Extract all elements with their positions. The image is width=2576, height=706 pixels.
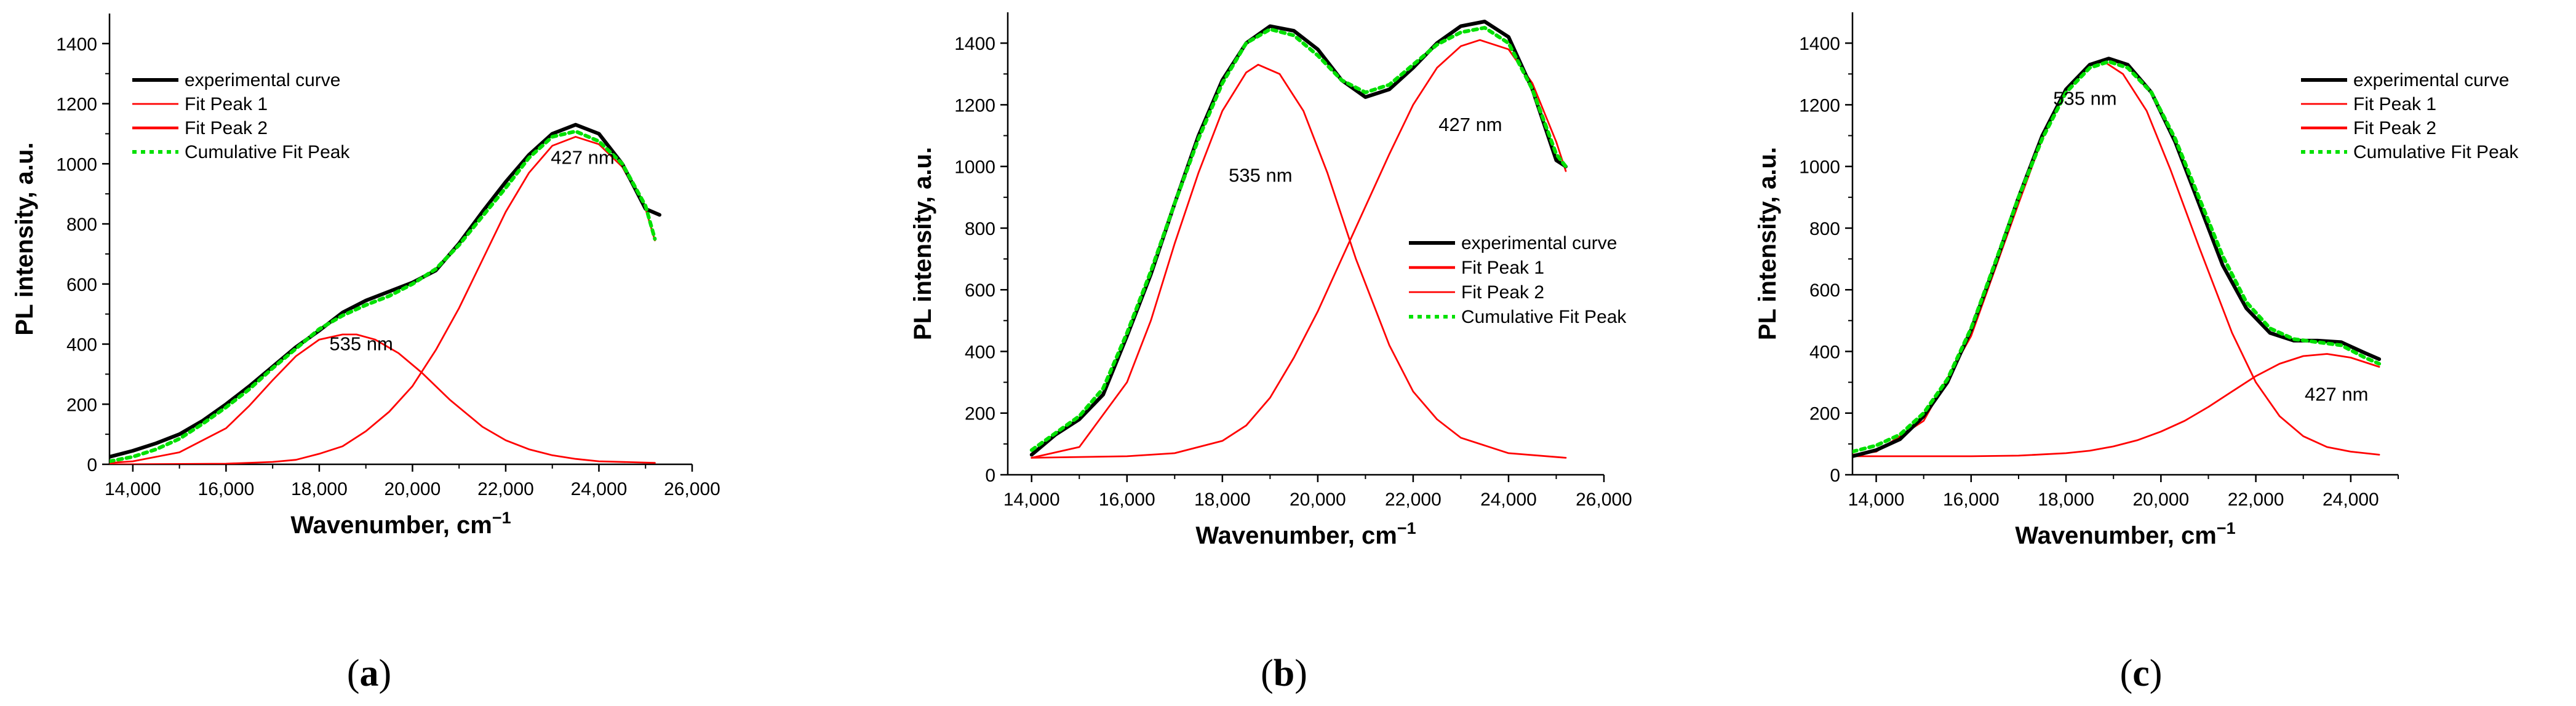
- peak-annotation: 535 nm: [1229, 165, 1292, 186]
- x-tick-label: 24,000: [2323, 490, 2379, 510]
- chart-panel-a: 14,000 16,000 18,000 20,000 22,000 24,000 26,0…: [11, 14, 720, 694]
- series-line-experimental: [1852, 57, 2382, 458]
- y-tick-label: 800: [66, 215, 97, 235]
- x-tick-label: 16,000: [198, 479, 255, 499]
- legend-entry: Fit Peak 2: [2353, 118, 2436, 138]
- y-tick-label: 200: [66, 395, 97, 415]
- y-tick-label: 200: [965, 404, 995, 424]
- x-tick-label: 22,000: [1385, 490, 1442, 510]
- y-tick-label: 0: [985, 466, 995, 486]
- series-line-cumulative: [1029, 26, 1568, 452]
- series-line-experimental: [110, 122, 661, 459]
- x-axis-label-text: Wavenumber, cm: [290, 512, 492, 539]
- panel-label-letter: a: [360, 652, 379, 694]
- x-axis-label: Wavenumber, cm−1: [2015, 519, 2235, 549]
- legend-entry: Cumulative Fit Peak: [1461, 307, 1627, 327]
- y-tick-label: 1000: [56, 154, 97, 175]
- x-axis-label-superscript: −1: [2217, 519, 2236, 537]
- y-tick-label: 400: [965, 342, 995, 362]
- y-tick-label: 400: [1809, 342, 1840, 362]
- series-line-fit-1: [110, 333, 656, 464]
- legend-entry: Cumulative Fit Peak: [185, 142, 350, 162]
- peak-annotation: 535 nm: [329, 333, 393, 354]
- y-tick-label: 0: [87, 455, 97, 475]
- series-line-fit-1: [1031, 63, 1567, 459]
- x-axis-label-text: Wavenumber, cm: [2015, 522, 2217, 549]
- legend-entry: Fit Peak 2: [185, 118, 268, 138]
- peak-annotation: 427 nm: [1438, 114, 1502, 135]
- legend: experimental curve Fit Peak 1 Fit Peak 2 Cu…: [2301, 70, 2519, 162]
- x-tick-label: 14,000: [1003, 490, 1060, 510]
- y-tick-label: 1200: [1799, 95, 1840, 116]
- y-tick-label: 800: [1809, 219, 1840, 239]
- x-axis-label-superscript: −1: [1397, 519, 1416, 537]
- y-tick-label: 1000: [1799, 157, 1840, 178]
- x-axis-label-text: Wavenumber, cm: [1195, 522, 1397, 549]
- x-tick-label: 14,000: [1848, 490, 1905, 510]
- panel-label: (a): [347, 652, 391, 694]
- y-tick-label: 200: [1809, 404, 1840, 424]
- panel-label: (b): [1261, 652, 1307, 694]
- panel-label-letter: b: [1274, 652, 1294, 694]
- y-tick-label: 1400: [954, 34, 995, 54]
- series-line-fit-2: [1852, 353, 2380, 458]
- x-axis-label-superscript: −1: [492, 509, 511, 527]
- y-tick-label: 1000: [954, 157, 995, 178]
- legend-entry: Fit Peak 1: [185, 94, 268, 114]
- legend-entry: Fit Peak 1: [1461, 258, 1544, 278]
- y-tick-label: 1400: [1799, 34, 1840, 54]
- x-tick-label: 18,000: [1194, 490, 1251, 510]
- x-tick-label: 20,000: [2132, 490, 2189, 510]
- panel-label-letter: c: [2132, 652, 2150, 694]
- x-tick-label: 14,000: [105, 479, 161, 499]
- series-line-fit-2: [1031, 39, 1567, 459]
- peak-annotation: 535 nm: [2053, 87, 2116, 109]
- y-tick-label: 1200: [56, 95, 97, 115]
- legend-entry: experimental curve: [185, 70, 340, 90]
- peak-annotation: 427 nm: [551, 146, 614, 168]
- legend-entry: experimental curve: [2353, 70, 2509, 90]
- series-line-cumulative: [1852, 60, 2382, 454]
- chart-panel-c: 14,000 16,000 18,000 20,000 22,000 24,000 0 200…: [1754, 12, 2519, 694]
- x-tick-label: 18,000: [2038, 490, 2094, 510]
- y-tick-label: 400: [66, 335, 97, 355]
- x-tick-label: 26,000: [664, 479, 720, 499]
- legend-entry: Cumulative Fit Peak: [2353, 142, 2519, 162]
- x-tick-label: 24,000: [571, 479, 628, 499]
- series-line-cumulative: [110, 129, 657, 464]
- x-axis-label: Wavenumber, cm−1: [290, 509, 511, 539]
- legend: experimental curve Fit Peak 1 Fit Peak 2 Cu…: [1409, 233, 1627, 327]
- y-tick-label: 800: [965, 219, 995, 239]
- legend-entry: experimental curve: [1461, 233, 1617, 253]
- x-tick-label: 24,000: [1480, 490, 1537, 510]
- y-axis-label: PL intensity, a.u.: [11, 142, 38, 335]
- x-axis-label: Wavenumber, cm−1: [1195, 519, 1416, 549]
- y-axis-label: PL intensity, a.u.: [1754, 147, 1781, 340]
- x-tick-label: 22,000: [2228, 490, 2284, 510]
- y-tick-label: 600: [965, 280, 995, 301]
- y-tick-label: 1200: [954, 95, 995, 116]
- x-tick-label: 26,000: [1576, 490, 1632, 510]
- legend-entry: Fit Peak 2: [1461, 282, 1544, 303]
- chart-panel-b: 14,000 16,000 18,000 20,000 22,000 24,000 26,0…: [909, 12, 1632, 694]
- series-line-fit-2: [110, 136, 656, 464]
- legend-entry: Fit Peak 1: [2353, 94, 2436, 114]
- panel-label: (c): [2120, 652, 2163, 694]
- y-tick-label: 1400: [56, 34, 97, 55]
- peak-annotation: 427 nm: [2305, 384, 2368, 405]
- y-tick-label: 0: [1830, 466, 1840, 486]
- y-axis-label: PL intensity, a.u.: [909, 147, 936, 340]
- x-tick-label: 20,000: [385, 479, 441, 499]
- x-tick-label: 16,000: [1943, 490, 2000, 510]
- y-tick-label: 600: [66, 275, 97, 295]
- series-line-fit-1: [1852, 60, 2380, 456]
- x-tick-label: 18,000: [291, 479, 348, 499]
- x-tick-label: 22,000: [477, 479, 534, 499]
- x-tick-label: 16,000: [1099, 490, 1155, 510]
- y-tick-label: 600: [1809, 280, 1840, 301]
- legend: experimental curve Fit Peak 1 Fit Peak 2 Cu…: [132, 70, 350, 162]
- x-tick-label: 20,000: [1290, 490, 1346, 510]
